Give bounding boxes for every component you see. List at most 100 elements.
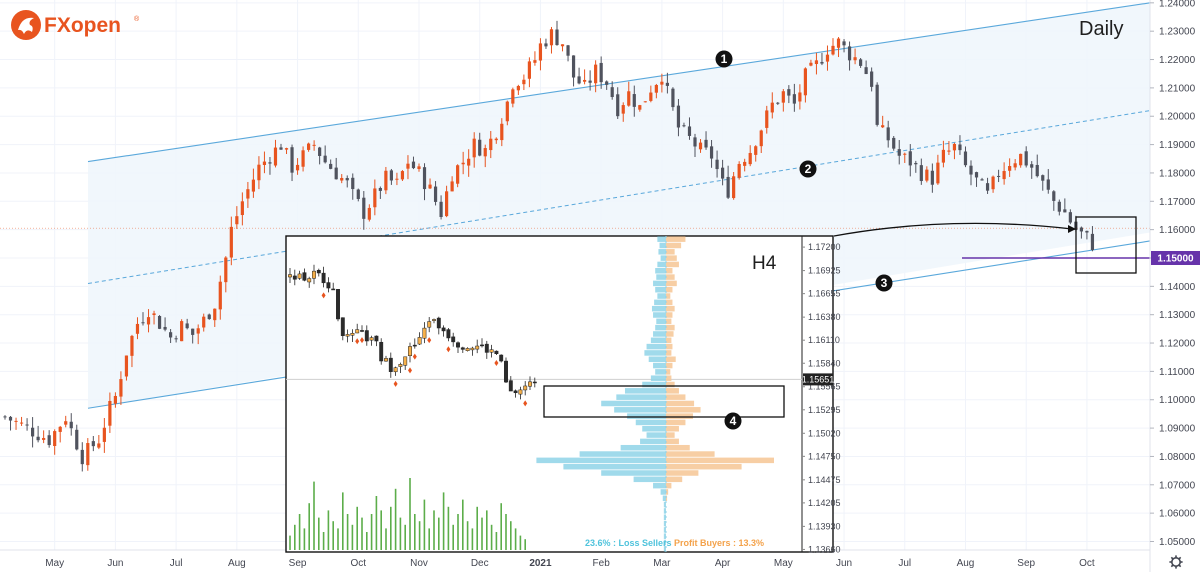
- daily-candle-body: [130, 335, 134, 356]
- profile-buyer-bar: [666, 451, 715, 457]
- daily-candle-body: [312, 144, 316, 146]
- profile-buyer-bar: [666, 268, 673, 274]
- price-axis[interactable]: 1.24000 1.23000 1.22000 1.21000 1.20000 1.190…: [1149, 0, 1200, 572]
- volume-bar: [457, 514, 459, 550]
- daily-candle-body: [952, 143, 957, 151]
- h4-candle-body: [336, 289, 340, 320]
- profile-buyer-bar: [666, 299, 673, 306]
- profile-seller-bar: [627, 413, 666, 419]
- daily-candle-body: [450, 181, 454, 192]
- h4-candle-body: [412, 344, 417, 347]
- volume-bar: [318, 517, 320, 550]
- volume-bar: [385, 528, 387, 550]
- daily-candle-body: [295, 164, 300, 171]
- daily-candle-body: [997, 175, 1001, 177]
- daily-candle-body: [881, 125, 885, 128]
- profile-seller-bar: [663, 527, 666, 533]
- daily-candle-body: [671, 88, 675, 108]
- time-tick-label: Aug: [228, 558, 246, 569]
- daily-candle-body: [544, 43, 548, 47]
- h4-candle-body: [297, 273, 302, 279]
- profile-buyer-bar: [666, 388, 679, 394]
- settings-gear-icon[interactable]: [1169, 555, 1183, 569]
- price-tick-label: 1.24000: [1159, 0, 1196, 9]
- h4-signal-marker: [321, 292, 326, 299]
- daily-candle-body: [14, 420, 18, 422]
- marker-badge: [875, 274, 893, 292]
- h4-candle-body: [422, 327, 427, 339]
- daily-candle-body: [489, 138, 493, 151]
- daily-candle-body: [340, 177, 344, 181]
- inset-price-tick-label: 1.16110: [808, 335, 840, 345]
- daily-candle-body: [870, 71, 874, 87]
- time-tick-label: Oct: [350, 558, 366, 569]
- daily-candle-body: [257, 164, 261, 181]
- daily-candle-body: [825, 54, 830, 62]
- daily-candle-body: [439, 201, 443, 218]
- daily-candle-body: [389, 170, 393, 181]
- h4-candle-body: [489, 349, 494, 353]
- profile-seller-bar: [653, 331, 666, 337]
- h4-candle-body: [532, 381, 537, 384]
- daily-candle-body: [329, 163, 333, 169]
- time-axis[interactable]: May Jun Jul Aug Sep Oct Nov Dec 2021 Feb Mar Apr May…: [0, 549, 1150, 569]
- daily-candle-body: [1052, 191, 1056, 201]
- daily-candle-body: [1085, 230, 1089, 233]
- volume-bar: [332, 521, 334, 550]
- daily-candle-body: [930, 170, 934, 185]
- h4-candle-body: [350, 333, 355, 336]
- daily-candle-body: [400, 171, 405, 180]
- h4-signal-marker: [523, 400, 528, 407]
- h4-candle-body: [499, 354, 504, 362]
- profile-seller-bar: [563, 463, 666, 470]
- inset-price-tick-label: 1.13930: [808, 521, 841, 531]
- daily-candle-body: [213, 308, 217, 321]
- daily-candle-body: [511, 89, 515, 104]
- h4-candle-body: [326, 282, 331, 289]
- volume-bar: [524, 539, 526, 550]
- daily-candle-body: [985, 183, 990, 191]
- profit-buyers-legend: Profit Buyers : 13.3%: [674, 538, 765, 548]
- callout-arrowhead: [1068, 225, 1076, 233]
- h4-candle-body: [321, 272, 326, 284]
- volume-bar: [380, 510, 382, 550]
- daily-candle-body: [903, 153, 907, 155]
- profile-buyer-bar: [666, 242, 682, 249]
- profile-seller-bar: [660, 255, 666, 261]
- daily-candle-body: [75, 429, 79, 450]
- h4-candle-body: [417, 337, 422, 345]
- daily-candle-body: [803, 68, 807, 96]
- h4-candle-body: [374, 335, 379, 342]
- time-tick-label: May: [45, 558, 64, 569]
- daily-candle-body: [251, 179, 255, 192]
- daily-candle-body: [754, 146, 758, 155]
- profile-buyer-bar: [666, 343, 673, 350]
- profile-buyer-bar: [666, 331, 674, 337]
- daily-candle-body: [157, 316, 162, 329]
- volume-bar: [366, 532, 368, 550]
- profile-buyer-bar: [666, 274, 675, 280]
- profile-seller-bar: [648, 356, 666, 362]
- time-tick-label: Aug: [957, 558, 975, 569]
- h4-candle-body: [345, 334, 350, 337]
- daily-candle-body: [820, 61, 824, 64]
- price-tick-label: 1.13000: [1159, 310, 1196, 321]
- daily-candle-body: [433, 186, 438, 202]
- profile-seller-bar: [646, 343, 666, 350]
- daily-candle-body: [621, 105, 625, 114]
- volume-bar: [471, 528, 474, 550]
- volume-bar: [375, 496, 378, 550]
- price-tick-label: 1.16000: [1159, 225, 1196, 236]
- h4-signal-marker: [446, 346, 451, 353]
- h4-candle-body: [504, 360, 508, 383]
- daily-candle-body: [1035, 164, 1039, 177]
- daily-candle-body: [163, 326, 167, 330]
- daily-candle-body: [169, 332, 173, 338]
- profile-buyer-bar: [666, 305, 675, 312]
- h4-candle-body: [441, 327, 446, 332]
- profile-seller-bar: [651, 305, 666, 312]
- profile-buyer-bar: [666, 255, 677, 261]
- inset-price-tick-label: 1.16380: [808, 312, 841, 322]
- daily-candle-body: [185, 323, 189, 329]
- loss-sellers-legend: 23.6% : Loss Sellers: [585, 538, 672, 548]
